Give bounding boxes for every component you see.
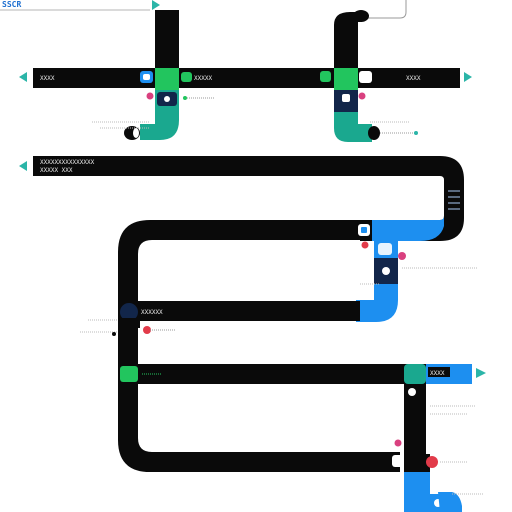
row-1-markers: [92, 90, 418, 135]
row-2-label-2: XXXXX XXX: [40, 167, 73, 174]
top-arrow-icon: [152, 0, 160, 10]
row-1-node-green-2: [320, 71, 331, 82]
row-3-node-red: [143, 326, 151, 334]
bottom-node-red: [426, 456, 438, 468]
row-1-right-label: XXXX: [406, 75, 421, 82]
top-header-label: SSCR: [2, 0, 21, 9]
pipe-cap-right: [368, 126, 380, 140]
bottom-right-pipe: [392, 384, 484, 512]
row-2-label-1: XXXXXXXXXXXXXXX: [40, 159, 95, 166]
row-3-label: XXXXXX: [141, 309, 163, 316]
row-1-mid-label: XXXXX: [194, 75, 212, 82]
row-4-right-label: XXXX: [430, 370, 445, 377]
row-2-track: XXXXXXXXXXXXXXX XXXXX XXX: [19, 156, 464, 241]
row-1-node-green: [181, 72, 192, 82]
row-1-left-label: XXXX: [40, 75, 55, 82]
top-callout: SSCR: [0, 0, 407, 19]
row-3-bar: XXXXXX: [80, 301, 360, 336]
row-4-bar: XXXX: [120, 364, 486, 384]
blue-drop: [356, 224, 478, 322]
main-loop: [118, 220, 400, 472]
row-1-bar: XXXX XXXXX XXXX: [19, 68, 472, 88]
row-1-node-white: [359, 71, 372, 83]
